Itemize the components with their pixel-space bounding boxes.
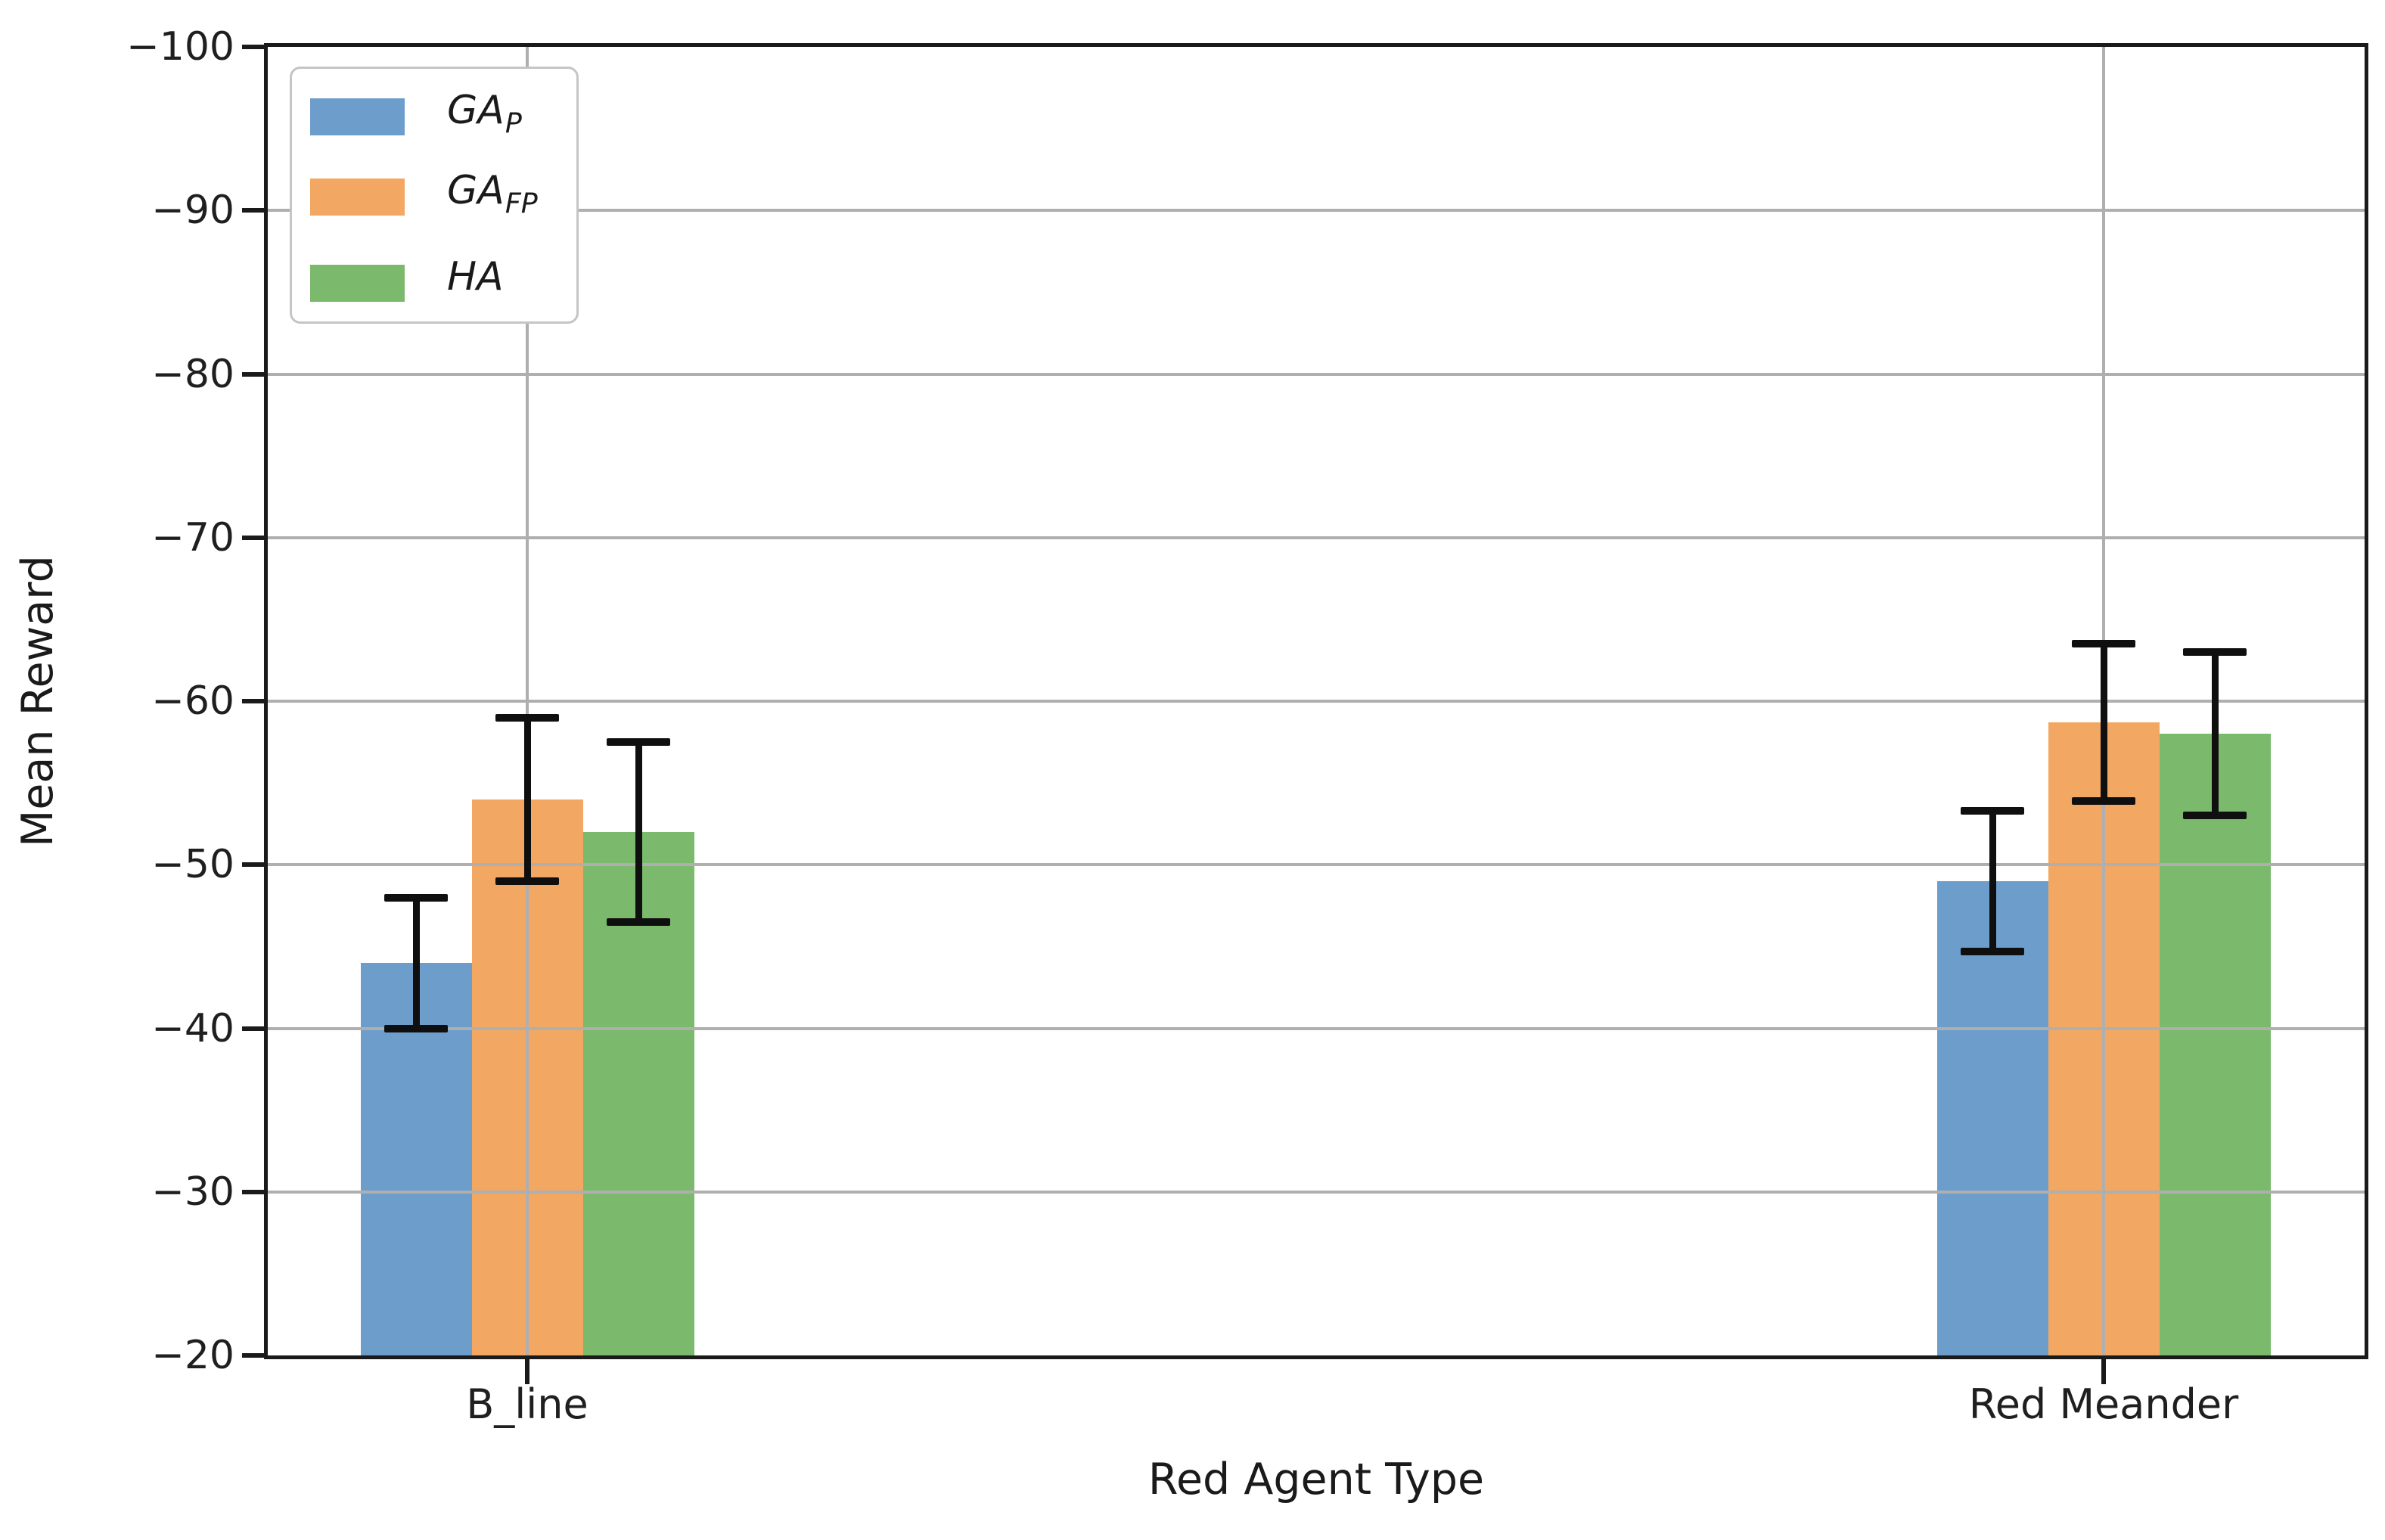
gridline-y--40 — [268, 1026, 2365, 1030]
errorbar-HA-B_line-line — [635, 742, 642, 922]
bar-GA_P-Red Meander — [1936, 880, 2048, 1355]
ytick-mark--80 — [242, 371, 264, 377]
xtick-label-red-meander: Red Meander — [1968, 1380, 2239, 1428]
legend-label-ha: HA — [447, 257, 505, 308]
errorbar-GA_P-Red Meander-line — [1989, 810, 1996, 952]
ytick-label--30: −30 — [151, 1169, 234, 1215]
plot-area — [264, 43, 2368, 1359]
gridline-y--60 — [268, 700, 2365, 703]
ytick-mark--90 — [242, 208, 264, 213]
legend-label-gafp-sub: FP — [505, 186, 538, 219]
errorbar-HA-Red Meander-line — [2211, 652, 2219, 816]
ytick-label--70: −70 — [151, 514, 234, 560]
xtick-label-b-line: B_line — [466, 1380, 588, 1428]
ytick-label--80: −80 — [151, 351, 234, 397]
ytick-mark--40 — [242, 1026, 264, 1031]
legend-label-ha-main: HA — [447, 254, 504, 300]
legend-label-gap-sub: P — [505, 106, 522, 139]
legend-label-gap-main: GA — [447, 88, 505, 134]
ytick-label--20: −20 — [151, 1333, 234, 1378]
errorbar-GA_P-B_line-line — [412, 897, 420, 1029]
legend-swatch-gafp — [310, 179, 405, 216]
gridline-y--90 — [268, 209, 2365, 213]
legend-item-gafp: GAFP — [310, 171, 538, 219]
ytick-label--40: −40 — [151, 1005, 234, 1051]
legend-label-gafp-main: GA — [447, 168, 505, 214]
legend-label-gap: GAP — [447, 91, 522, 141]
legend: GAP GAFP HA — [290, 67, 579, 324]
errorbar-GA_P-B_line-cap-bottom — [384, 1024, 448, 1032]
ytick-mark--60 — [242, 699, 264, 703]
errorbar-GA_FP-B_line-cap-top — [495, 713, 559, 722]
ytick-label--50: −50 — [151, 842, 234, 888]
legend-label-gafp: GAFP — [447, 171, 538, 222]
ytick-mark--70 — [242, 535, 264, 540]
legend-swatch-gap — [310, 98, 405, 135]
ytick-label--60: −60 — [151, 678, 234, 724]
errorbar-GA_FP-Red Meander-cap-bottom — [2072, 796, 2135, 805]
xtick-mark-B_line — [525, 1359, 529, 1384]
ytick-label--100: −100 — [126, 24, 234, 70]
ytick-mark--30 — [242, 1189, 264, 1194]
xtick-mark-Red Meander — [2101, 1359, 2106, 1384]
gridline-x-B_line — [526, 47, 529, 1355]
gridline-y--50 — [268, 863, 2365, 867]
errorbar-GA_FP-Red Meander-line — [2100, 644, 2107, 801]
gridline-y--30 — [268, 1190, 2365, 1194]
errorbar-HA-Red Meander-cap-bottom — [2183, 812, 2247, 820]
errorbar-GA_P-Red Meander-cap-bottom — [1961, 947, 2024, 955]
plot-inner — [268, 47, 2365, 1355]
gridline-y--80 — [268, 372, 2365, 376]
x-axis-title: Red Agent Type — [1147, 1455, 1485, 1504]
errorbar-GA_FP-B_line-cap-bottom — [495, 877, 559, 885]
bar-HA-Red Meander — [2159, 734, 2271, 1355]
gridline-y--70 — [268, 536, 2365, 539]
legend-item-ha: HA — [310, 257, 505, 302]
legend-swatch-ha — [310, 265, 405, 302]
legend-item-gap: GAP — [310, 91, 522, 139]
errorbar-GA_FP-Red Meander-cap-top — [2072, 640, 2135, 648]
errorbar-HA-B_line-cap-bottom — [607, 917, 670, 926]
ytick-mark--100 — [242, 45, 264, 49]
ytick-label--90: −90 — [151, 188, 234, 234]
errorbar-GA_P-Red Meander-cap-top — [1961, 806, 2024, 815]
y-axis-title: Mean Reward — [13, 555, 63, 847]
ytick-mark--20 — [242, 1353, 264, 1358]
errorbar-GA_FP-B_line-line — [523, 717, 531, 881]
errorbar-GA_P-B_line-cap-top — [384, 893, 448, 902]
ytick-mark--50 — [242, 862, 264, 868]
errorbar-HA-B_line-cap-top — [607, 738, 670, 747]
errorbar-HA-Red Meander-cap-top — [2183, 648, 2247, 657]
